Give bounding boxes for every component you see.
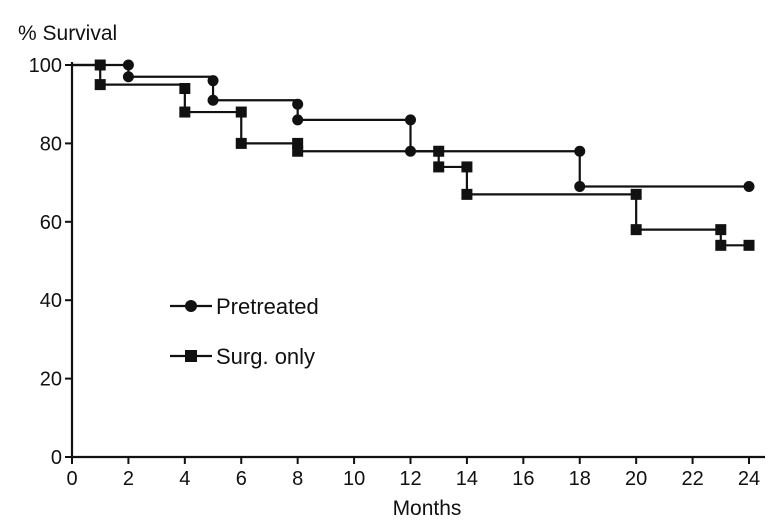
data-point xyxy=(715,240,726,251)
x-tick-label: 22 xyxy=(681,468,703,490)
legend-item-surg-only: Surg. only xyxy=(170,344,315,369)
data-point xyxy=(179,107,190,118)
x-tick-label: 4 xyxy=(179,468,190,490)
data-point xyxy=(405,114,416,125)
data-point xyxy=(236,107,247,118)
data-point xyxy=(715,224,726,235)
legend: Pretreated Surg. only xyxy=(170,294,319,369)
data-point xyxy=(631,189,642,200)
data-point xyxy=(95,60,106,71)
y-tick-label: 100 xyxy=(29,55,62,77)
y-axis-label: % Survival xyxy=(18,22,117,45)
y-tick-label: 80 xyxy=(40,133,62,155)
x-tick-label: 14 xyxy=(456,468,478,490)
x-tick-label: 24 xyxy=(738,468,760,490)
series-layer xyxy=(72,60,755,251)
y-tick-label: 20 xyxy=(40,369,62,391)
data-point xyxy=(574,181,585,192)
x-tick-label: 16 xyxy=(512,468,534,490)
data-point xyxy=(744,181,755,192)
legend-label: Pretreated xyxy=(216,294,319,319)
data-point xyxy=(292,99,303,110)
data-point xyxy=(292,146,303,157)
data-point xyxy=(208,95,219,106)
data-point xyxy=(123,71,134,82)
x-axis-label: Months xyxy=(393,497,462,520)
data-point xyxy=(236,138,247,149)
legend-marker xyxy=(185,300,197,312)
data-point xyxy=(574,146,585,157)
data-point xyxy=(208,75,219,86)
legend-item-pretreated: Pretreated xyxy=(170,294,319,319)
data-point xyxy=(461,161,472,172)
data-point xyxy=(461,189,472,200)
series-pretreated xyxy=(72,60,755,193)
x-tick-label: 2 xyxy=(123,468,134,490)
data-point xyxy=(123,60,134,71)
x-tick-label: 6 xyxy=(236,468,247,490)
y-tick-label: 60 xyxy=(40,212,62,234)
data-point xyxy=(292,114,303,125)
data-point xyxy=(179,83,190,94)
data-point xyxy=(744,240,755,251)
data-point xyxy=(631,224,642,235)
legend-label: Surg. only xyxy=(216,344,315,369)
x-tick-label: 18 xyxy=(569,468,591,490)
x-tick-label: 8 xyxy=(292,468,303,490)
x-tick-label: 10 xyxy=(343,468,365,490)
data-point xyxy=(433,161,444,172)
x-tick-label: 0 xyxy=(66,468,77,490)
x-tick-label: 20 xyxy=(625,468,647,490)
x-tick-label: 12 xyxy=(399,468,421,490)
series-line xyxy=(72,65,749,187)
legend-marker xyxy=(185,350,197,362)
data-point xyxy=(95,79,106,90)
data-point xyxy=(433,146,444,157)
y-tick-label: 0 xyxy=(51,447,62,469)
y-tick-label: 40 xyxy=(40,290,62,312)
